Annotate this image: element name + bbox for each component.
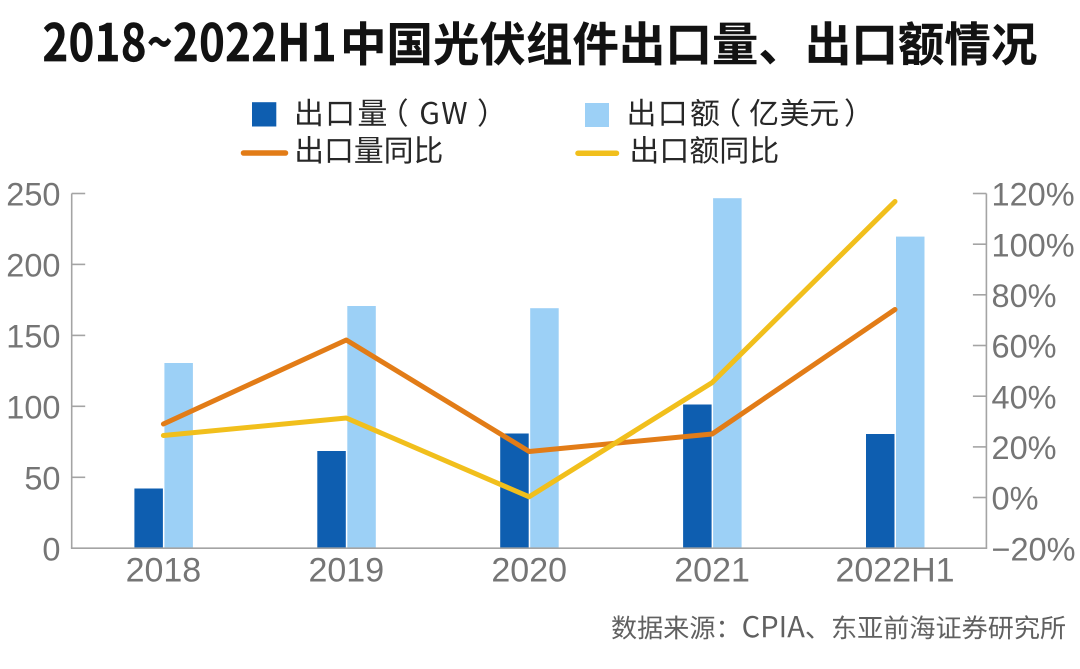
svg-text:100%: 100%	[992, 227, 1075, 263]
svg-text:0: 0	[42, 531, 60, 567]
svg-text:2018: 2018	[126, 552, 202, 590]
svg-text:60%: 60%	[992, 329, 1057, 365]
svg-text:2020: 2020	[491, 552, 567, 590]
svg-text:100: 100	[6, 390, 60, 426]
svg-text:20%: 20%	[992, 430, 1057, 466]
svg-text:80%: 80%	[992, 278, 1057, 314]
svg-text:200: 200	[6, 248, 60, 284]
svg-text:2022H1: 2022H1	[835, 552, 954, 590]
svg-text:50: 50	[24, 461, 60, 497]
svg-text:−20%: −20%	[992, 531, 1076, 567]
svg-text:2019: 2019	[308, 552, 384, 590]
svg-text:40%: 40%	[992, 379, 1057, 415]
svg-text:0%: 0%	[992, 481, 1039, 517]
svg-text:2021: 2021	[674, 552, 750, 590]
svg-text:150: 150	[6, 319, 60, 355]
svg-text:250: 250	[6, 177, 60, 213]
svg-text:120%: 120%	[992, 177, 1075, 213]
